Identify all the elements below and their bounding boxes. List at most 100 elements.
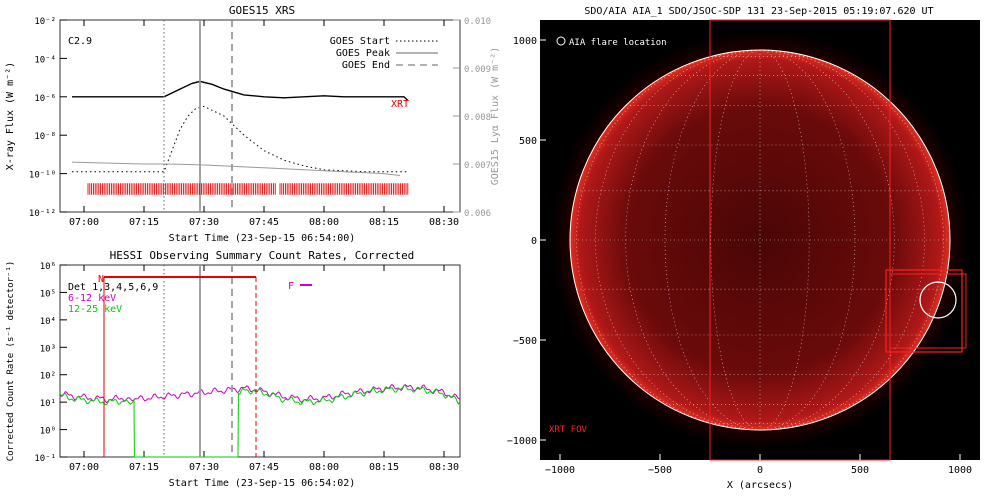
legend-circle-icon: [556, 36, 566, 46]
xrt-pointing-box-2: [889, 273, 967, 349]
y-tick-label: 10⁻¹⁰: [29, 171, 56, 181]
x-tick-label: 08:30: [429, 217, 459, 228]
hessi-panel: HESSI Observing Summary Count Rates, Cor…: [6, 249, 461, 489]
x-tick-label: 08:00: [309, 462, 339, 473]
y2-tick-label: 0.006: [464, 209, 491, 219]
x-tick-label: 08:30: [429, 462, 459, 473]
x-tick-label: 07:15: [129, 217, 159, 228]
aia-sun-disk: [570, 50, 950, 430]
goes-title: GOES15 XRS: [229, 4, 295, 17]
x-tick-label: 08:00: [309, 217, 339, 228]
aia-xlabel: X (arcsecs): [727, 480, 793, 491]
x-tick-label: 0: [757, 465, 763, 476]
y-tick-label: 10¹: [40, 399, 56, 409]
y-tick-label: 10⁻⁶: [34, 94, 56, 104]
x-tick-label: −500: [648, 465, 672, 476]
legend-12-25: 12-25 keV: [68, 304, 122, 315]
y2-tick-label: 0.008: [464, 113, 491, 123]
aia-panel: SDO/AIA AIA_1 SDO/JSOC-SDP 131 23-Sep-20…: [507, 6, 980, 491]
y-tick-label: 10⁰: [40, 427, 56, 437]
hessi-series-line-0: [59, 383, 461, 404]
hessi-xlabel: Start Time (23-Sep-15 06:54:02): [169, 478, 356, 489]
hessi-series: [59, 383, 461, 458]
hessi-x-ticks: 07:00 07:15 07:30 07:45 08:00 08:15 08:30: [69, 265, 459, 473]
longitude-line: [576, 49, 761, 431]
y-tick-label: 10³: [40, 344, 56, 354]
legend-goes-start: GOES Start: [330, 36, 390, 47]
y-tick-label: −1000: [507, 436, 537, 447]
aia-heliographic-grid: [570, 49, 950, 431]
y-tick-label: 1000: [513, 36, 537, 47]
hessi-event-lines: [103, 265, 312, 457]
goes-event-lines: [163, 20, 233, 212]
longitude-line: [595, 49, 761, 431]
longitude-line: [759, 49, 810, 431]
flag-label: F: [288, 281, 294, 292]
y-tick-label: 10⁻²: [34, 17, 56, 27]
aia-x-ticks: −1000 −500 0 500 1000: [545, 454, 972, 476]
x-tick-label: 07:30: [189, 462, 219, 473]
hessi-plot-frame: [59, 264, 461, 458]
night-label: N: [98, 274, 104, 285]
goes-series-line-2: [71, 161, 401, 176]
y-tick-label: 500: [519, 136, 537, 147]
xrt-fov-box: [709, 19, 891, 461]
y-tick-label: 0: [531, 236, 537, 247]
y-tick-label: 10⁶: [40, 262, 56, 272]
aia-limb-circle: [569, 49, 951, 431]
goes-x-ticks: 07:00 07:15 07:30 07:45 08:00 08:15 08:30: [69, 20, 459, 228]
aia-title: SDO/AIA AIA_1 SDO/JSOC-SDP 131 23-Sep-20…: [584, 6, 933, 17]
goes-ylabel: X-ray Flux (W m⁻²): [5, 62, 16, 170]
x-tick-label: 07:45: [249, 217, 279, 228]
x-tick-label: 07:45: [249, 462, 279, 473]
xrt-pointing-box: [885, 269, 963, 353]
goes-panel: GOES15 XRS 07:00 07:15 07:30 07:45 08:00 08:1…: [5, 4, 501, 244]
y2-tick-label: 0.009: [464, 65, 491, 75]
goes-xlabel: Start Time (23-Sep-15 06:54:00): [169, 233, 356, 244]
x-tick-label: −1000: [545, 465, 575, 476]
hessi-title: HESSI Observing Summary Count Rates, Cor…: [110, 249, 415, 262]
hessi-legend: Det 1,3,4,5,6,9 6-12 keV 12-25 keV: [68, 282, 158, 315]
x-tick-label: 07:30: [189, 217, 219, 228]
goes-series-line-0: [72, 80, 409, 102]
legend-det: Det 1,3,4,5,6,9: [68, 282, 158, 293]
y-tick-label: 10⁻¹: [34, 454, 56, 464]
legend-goes-end: GOES End: [342, 60, 390, 71]
xrt-coverage-bars: [87, 183, 409, 195]
goes-y-ticks: 10⁻² 10⁻⁴ 10⁻⁶ 10⁻⁸ 10⁻¹⁰ 10⁻¹²: [29, 17, 67, 219]
y2-tick-label: 0.007: [464, 161, 491, 171]
xrt-fov-label: XRT FOV: [549, 425, 588, 435]
hessi-series-line-1: [59, 384, 461, 458]
y-tick-label: 10²: [40, 372, 56, 382]
x-tick-label: 500: [851, 465, 869, 476]
hessi-y-ticks: 10⁶ 10⁵ 10⁴ 10³ 10² 10¹ 10⁰ 10⁻¹: [34, 262, 67, 464]
x-tick-label: 07:00: [69, 462, 99, 473]
flare-class-label: C2.9: [68, 36, 92, 47]
goes-y2label: GOES15 Lyα Flux (W m⁻²): [490, 47, 501, 185]
longitude-line: [710, 49, 761, 431]
y-tick-label: 10⁻¹²: [29, 209, 56, 219]
goes-legend: GOES Start GOES Peak GOES End: [330, 36, 438, 71]
goes-series: [71, 80, 409, 176]
aia-legend-label: AIA flare location: [569, 38, 667, 48]
x-tick-label: 07:15: [129, 462, 159, 473]
aia-y-ticks: 1000 500 0 −500 −1000: [507, 36, 546, 447]
goes-series-line-1: [72, 105, 408, 173]
legend-6-12: 6-12 keV: [68, 293, 116, 304]
xrt-label: XRT: [391, 99, 409, 110]
y-tick-label: −500: [513, 336, 537, 347]
flare-location-circle: [919, 281, 957, 319]
x-tick-label: 1000: [948, 465, 972, 476]
y-tick-label: 10⁵: [40, 289, 56, 299]
legend-goes-peak: GOES Peak: [336, 48, 390, 59]
longitude-line: [759, 49, 895, 431]
hessi-ylabel: Corrected Count Rate (s⁻¹ detector⁻¹): [6, 261, 16, 461]
longitude-line: [759, 49, 925, 431]
goes-y2-ticks: 0.010 0.009 0.008 0.007 0.006: [453, 17, 491, 219]
y-tick-label: 10⁴: [40, 317, 56, 327]
x-tick-label: 08:15: [369, 217, 399, 228]
y-tick-label: 10⁻⁴: [34, 55, 56, 65]
y-tick-label: 10⁻⁸: [34, 132, 56, 142]
longitude-line: [759, 49, 944, 431]
